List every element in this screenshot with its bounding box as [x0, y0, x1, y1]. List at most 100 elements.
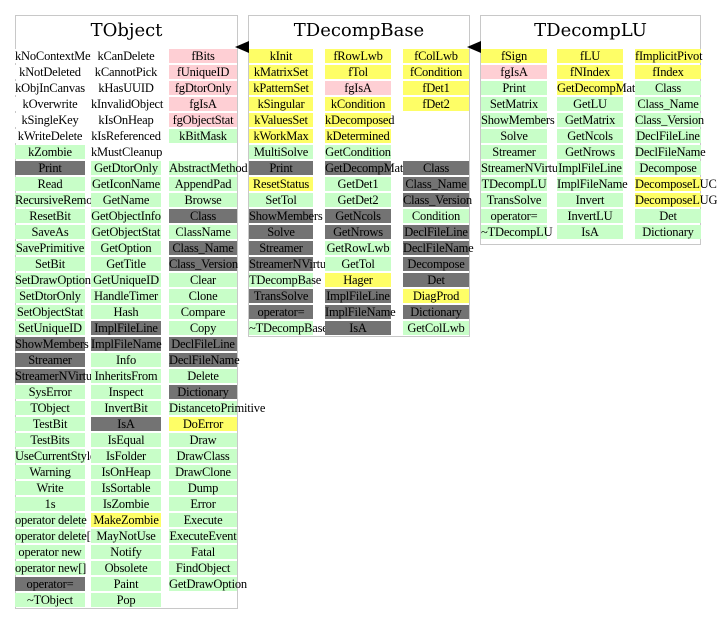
member-entry: Info: [91, 353, 161, 367]
member-entry: kPatternSet: [249, 81, 313, 95]
member-column: fImplicitPivot fIndex Class Class_Name Class…: [635, 49, 717, 241]
member-entry: 1s: [15, 497, 85, 511]
member-entry: Streamer: [481, 145, 547, 159]
member-entry: GetDecompMatrix: [325, 161, 417, 175]
member-entry: GetRowLwb: [325, 241, 391, 255]
class-title: TDecompBase: [293, 20, 425, 41]
member-entry: GetNcols: [557, 129, 623, 143]
member-entry: Fatal: [169, 545, 237, 559]
member-entry: StreamerNVirtual: [481, 161, 567, 175]
member-entry: fSign: [481, 49, 547, 63]
member-entry: fDet2: [403, 97, 469, 111]
member-entry: ResetBit: [15, 209, 85, 223]
member-entry: kDecomposed: [325, 113, 395, 127]
member-entry: Copy: [169, 321, 237, 335]
member-entry: GetColLwb: [403, 321, 469, 335]
member-entry: fgIsA: [325, 81, 391, 95]
member-entry: SaveAs: [15, 225, 85, 239]
member-entry: DrawClone: [169, 465, 237, 479]
member-entry: Class_Version: [169, 257, 238, 271]
member-entry: InvertBit: [91, 401, 161, 415]
member-entry: DecomposeLUCrout: [635, 177, 717, 191]
member-entry: IsSortable: [91, 481, 161, 495]
member-column: fRowLwb fTol fgIsA kCondition kDecomposed kDe…: [325, 49, 417, 337]
member-entry: Class_Version: [403, 193, 472, 207]
member-entry: Browse: [169, 193, 237, 207]
member-entry: kSingleKey: [15, 113, 85, 127]
member-entry: ImplFileLine: [557, 161, 623, 175]
member-entry: DeclFileLine: [169, 337, 237, 351]
member-entry: DeclFileLine: [403, 225, 469, 239]
member-entry: IsOnHeap: [91, 465, 161, 479]
member-entry: Class_Version: [635, 113, 704, 127]
member-entry: Paint: [91, 577, 161, 591]
member-entry: GetTitle: [91, 257, 161, 271]
member-entry: Print: [15, 161, 85, 175]
member-entry: kMatrixSet: [249, 65, 313, 79]
member-entry: fNIndex: [557, 65, 623, 79]
member-entry: Dictionary: [635, 225, 701, 239]
member-entry: StreamerNVirtual: [249, 257, 335, 271]
member-entry: Inspect: [91, 385, 161, 399]
member-entry: GetDtorOnly: [91, 161, 161, 175]
member-entry: SetUniqueID: [15, 321, 85, 335]
member-entry: Notify: [91, 545, 161, 559]
member-entry: fImplicitPivot: [635, 49, 703, 63]
member-entry: Det: [403, 273, 469, 287]
member-entry: Dump: [169, 481, 237, 495]
member-entry: Delete: [169, 369, 237, 383]
member-entry: IsEqual: [91, 433, 161, 447]
member-entry: [403, 129, 469, 143]
member-entry: [403, 113, 469, 127]
member-entry: Write: [15, 481, 85, 495]
member-entry: fRowLwb: [325, 49, 391, 63]
member-entry: kNotDeleted: [15, 65, 85, 79]
member-entry: GetObjectInfo: [91, 209, 161, 223]
member-entry: Read: [15, 177, 85, 191]
member-entry: StreamerNVirtual: [15, 369, 101, 383]
member-entry: GetDrawOption: [169, 577, 247, 591]
member-entry: MakeZombie: [91, 513, 161, 527]
member-entry: fCondition: [403, 65, 469, 79]
member-entry: SetDrawOption: [15, 273, 91, 287]
class-title: TObject: [90, 20, 163, 41]
member-entry: fIndex: [635, 65, 701, 79]
member-entry: AbstractMethod: [169, 161, 248, 175]
member-column: kNoContextMenu kNotDeleted kObjInCanvas kOv…: [15, 49, 104, 609]
member-entry: ImplFileName: [91, 337, 162, 351]
member-entry: Draw: [169, 433, 237, 447]
member-entry: GetIconName: [91, 177, 161, 191]
member-entry: UseCurrentStyle: [15, 449, 96, 463]
member-entry: fgIsA: [481, 65, 547, 79]
member-entry: HandleTimer: [91, 289, 161, 303]
member-entry: ExecuteEvent: [169, 529, 237, 543]
member-entry: [403, 145, 469, 159]
member-entry: fDet1: [403, 81, 469, 95]
member-entry: GetDet2: [325, 193, 391, 207]
member-entry: GetOption: [91, 241, 161, 255]
member-entry: SavePrimitive: [15, 241, 85, 255]
inheritance-arrow-icon: [235, 41, 249, 53]
member-entry: GetName: [91, 193, 161, 207]
member-entry: TDecompLU: [481, 177, 547, 191]
inheritance-arrow-icon: [467, 41, 481, 53]
member-entry: ResetStatus: [249, 177, 313, 191]
member-column: fSign fgIsA Print SetMatrix ShowMembers Solve…: [481, 49, 567, 241]
member-entry: kWriteDelete: [15, 129, 85, 143]
member-entry: RecursiveRemove: [15, 193, 104, 207]
member-entry: MultiSolve: [249, 145, 313, 159]
member-entry: operator new: [15, 545, 85, 559]
member-entry: GetNcols: [325, 209, 391, 223]
member-entry: GetLU: [557, 97, 623, 111]
member-entry: kWorkMax: [249, 129, 313, 143]
member-entry: DistancetoPrimitive: [169, 401, 266, 415]
member-entry: ImplFileLine: [91, 321, 161, 335]
member-entry: DecomposeLUGauss: [635, 193, 717, 207]
member-entry: operator delete: [15, 513, 87, 527]
member-entry: Hager: [325, 273, 391, 287]
member-entry: TransSolve: [249, 289, 313, 303]
member-entry: Solve: [481, 129, 547, 143]
member-entry: Warning: [15, 465, 85, 479]
member-entry: ~TDecompLU: [481, 225, 553, 239]
member-entry: Det: [635, 209, 701, 223]
